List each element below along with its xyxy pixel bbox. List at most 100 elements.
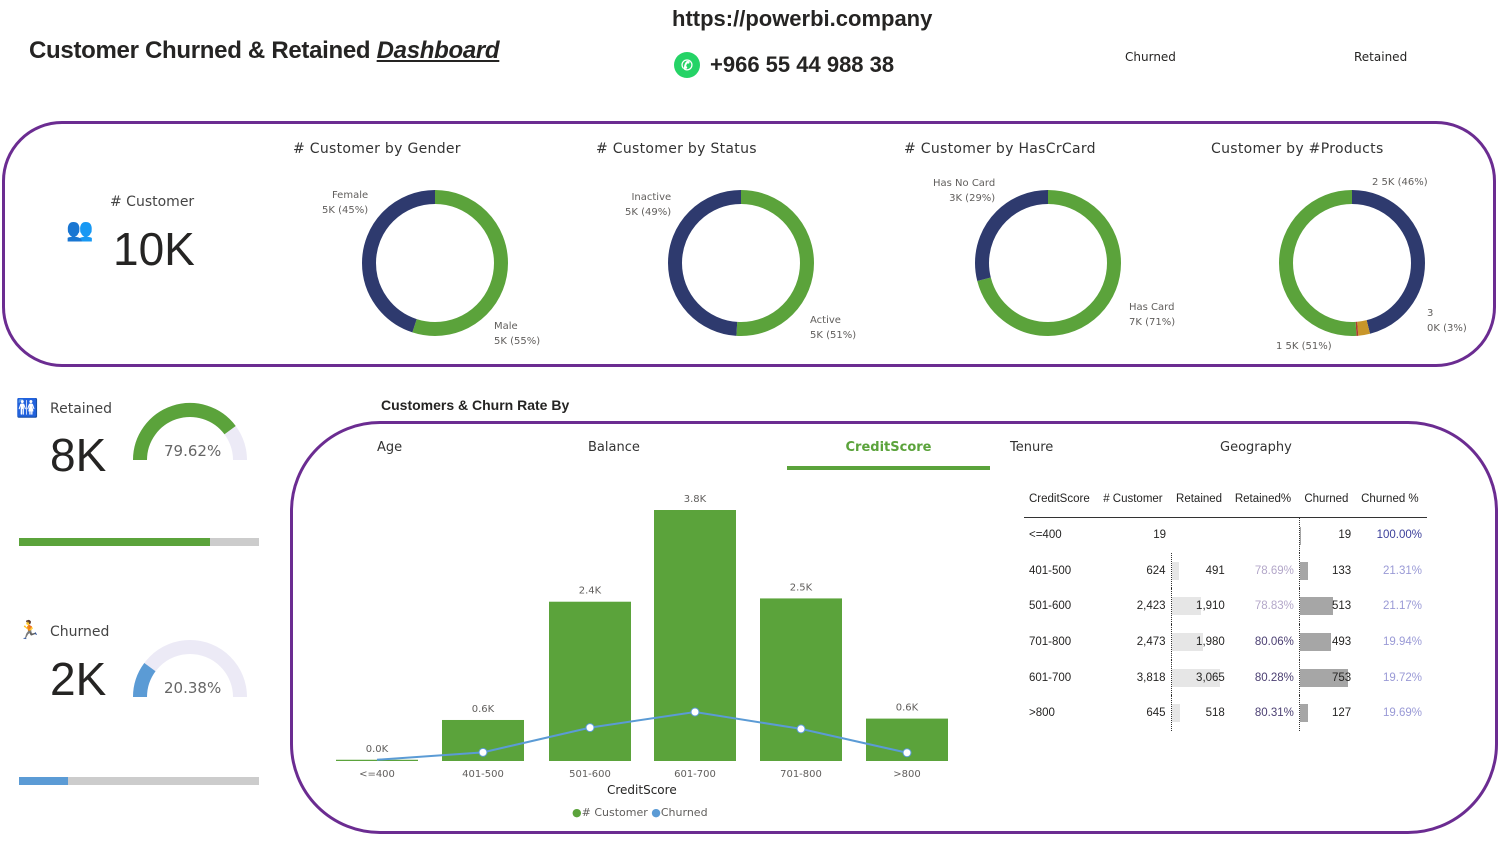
table-cell: 493 [1298,624,1357,660]
donut-chart [975,190,1121,336]
column-header[interactable]: Retained% [1234,492,1292,505]
churned-point[interactable] [796,724,806,734]
table-cell [1230,517,1300,553]
table-cell: 19.69% [1356,695,1427,731]
retained-databar [1171,668,1220,687]
cell-value: 80.28% [1254,671,1294,684]
donut-label-name: Has Card [1129,302,1175,313]
creditscore-chart: 0.0K <=400 0.6K 401-500 2.4K 501-600 3.8K 601-7… [336,494,948,780]
tab-tenure[interactable]: Tenure [1010,440,1054,455]
table-cell: 19 [1098,517,1171,553]
churned-databar [1299,597,1333,616]
donut-label: Has No Card 3K (29%) [933,176,995,206]
churned-progress-fill [19,777,68,785]
cell-value: 80.31% [1254,707,1294,720]
table-row[interactable]: 601-700 3,818 3,065 80.28% 753 19.72% [1024,659,1427,696]
bar-601-700[interactable] [654,510,736,761]
table-row[interactable]: >800 645 518 80.31% 127 19.69% [1024,695,1427,732]
donut-label-name: Female [331,190,369,201]
cell-value: 1,980 [1196,635,1225,648]
whatsapp-icon: ✆ [674,52,700,78]
tab-creditscore[interactable]: CreditScore [787,440,990,470]
bar-<=400[interactable] [336,759,418,761]
cell-value: 21.17% [1382,600,1422,613]
legend-customer-dot: ● [572,806,582,819]
table-cell: 127 [1298,695,1357,732]
table-cell [1171,517,1230,553]
churned-point[interactable] [478,747,488,757]
tab-geography[interactable]: Geography [1220,440,1292,455]
donut-title: # Customer by Gender [293,141,461,157]
donut-segment-inactive[interactable] [668,190,814,336]
donut-label-name: 3 [1427,308,1434,319]
overview-panel [2,121,1496,367]
table-cell: 601-700 [1024,660,1098,696]
churned-point[interactable] [902,748,912,758]
churned-point[interactable] [585,723,595,733]
retained-databar [1171,633,1203,652]
donut-label: 2 5K (46%) [1372,175,1428,190]
column-header[interactable]: # Customer [1103,492,1163,505]
table-row[interactable]: 501-600 2,423 1,910 78.83% 513 21.17% [1024,588,1427,625]
column-header[interactable]: CreditScore [1029,492,1090,505]
tab-balance[interactable]: Balance [588,440,640,455]
donut-label-name: Male [494,321,518,332]
x-tick-label: 701-800 [780,769,822,780]
retained-databar [1171,704,1180,723]
donut-title: # Customer by HasCrCard [904,141,1096,157]
slicer-churned[interactable]: Churned [1125,50,1176,64]
retained-gauge-label: 79.62% [164,442,222,460]
cell-value: 80.06% [1254,635,1294,648]
table-cell: 21.31% [1356,553,1427,589]
retained-gauge [133,403,247,461]
table-cell: 2,473 [1098,624,1171,660]
cell-value: 493 [1331,635,1352,648]
donut-segment-1[interactable] [1279,190,1425,336]
churned-databar [1299,668,1348,687]
donut-label-name: Inactive [631,192,672,203]
churned-databar [1299,561,1309,580]
table-row[interactable]: 701-800 2,473 1,980 80.06% 493 19.94% [1024,624,1427,660]
column-header[interactable]: Retained [1176,492,1223,505]
column-header[interactable]: Churned % [1361,492,1419,505]
bar-data-label: 2.4K [579,586,602,597]
cell-value: <=400 [1029,529,1062,542]
retained-databar [1171,561,1180,580]
table-cell: 3,065 [1170,659,1230,696]
page-title: Customer Churned & Retained Dashboard [29,37,500,65]
donut-segment-female[interactable] [362,190,508,336]
table-cell: >800 [1024,695,1098,731]
bar-701-800[interactable] [760,598,842,761]
title-text: Customer Churned & Retained [29,37,377,64]
column-header[interactable]: Churned [1304,492,1349,505]
table-cell: 80.28% [1230,660,1300,696]
table-cell: 3,818 [1098,660,1171,696]
donut-label: 1 5K (51%) [1276,339,1332,354]
section-title: Customers & Churn Rate By [381,397,570,413]
cell-value: 753 [1331,671,1352,684]
bar-501-600[interactable] [549,601,631,761]
table-row[interactable]: 401-500 624 491 78.69% 133 21.31% [1024,552,1427,589]
legend-customer: # Customer [581,806,648,819]
table-cell: 21.17% [1356,588,1427,624]
table-row[interactable]: <=400 19 19 100.00% [1024,517,1427,553]
retained-progress-fill [19,538,211,546]
churned-databar [1299,704,1308,723]
website-link[interactable]: https://powerbi.company [672,6,933,31]
table-cell: 133 [1298,552,1357,589]
slicer-retained[interactable]: Retained [1354,50,1408,64]
cell-value: 19.72% [1382,671,1422,684]
table-cell: 2,423 [1098,588,1171,624]
donut-segment-has-no-card[interactable] [975,190,1121,336]
cell-value: 100.00% [1376,529,1422,542]
donut-title: # Customer by Status [596,141,757,157]
churned-point[interactable] [690,707,700,717]
cell-value: 133 [1331,564,1352,577]
bar-data-label: 2.5K [790,582,813,593]
donut-label: Active 5K (51%) [810,313,856,343]
cell-value: 2,423 [1136,600,1166,613]
donut-label-name: 1 5K (51%) [1276,341,1332,352]
table-cell: 401-500 [1024,553,1098,589]
tab-age[interactable]: Age [377,440,403,455]
cell-value: 19 [1153,529,1167,542]
